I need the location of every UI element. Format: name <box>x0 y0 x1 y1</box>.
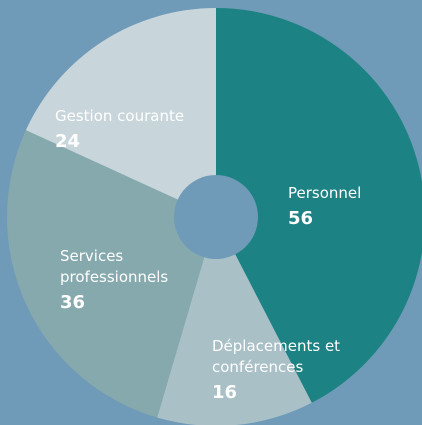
value-label: 16 <box>212 382 238 403</box>
slice-label: Personnel 56 <box>288 183 388 229</box>
category-label: Services professionnels <box>60 247 169 286</box>
slice-label: Gestion courante 24 <box>55 106 225 152</box>
value-label: 56 <box>288 208 314 229</box>
category-label: Personnel <box>288 184 362 202</box>
slice <box>6 130 216 418</box>
category-label: Déplacements et conférences <box>212 337 341 376</box>
value-label: 36 <box>60 292 86 313</box>
donut-hole <box>174 175 258 259</box>
slice <box>25 8 216 217</box>
category-label: Gestion courante <box>55 107 185 125</box>
value-label: 24 <box>55 131 81 152</box>
slice-label: Services professionnels 36 <box>60 246 210 313</box>
slice-label: Déplacements et conférences 16 <box>212 336 372 403</box>
slice <box>157 217 312 425</box>
slice <box>216 8 422 403</box>
